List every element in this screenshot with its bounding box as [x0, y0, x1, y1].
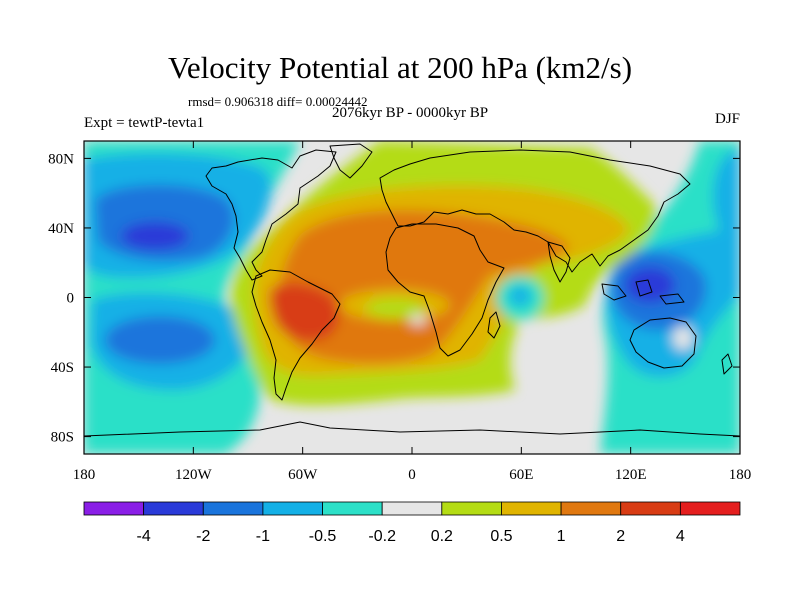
colorbar-label: -1 — [256, 528, 270, 545]
coast-north-america — [205, 149, 337, 281]
colorbar-label: 4 — [676, 528, 685, 545]
colorbar-swatch — [560, 501, 622, 516]
colorbar-swatch — [381, 501, 443, 516]
colorbar-label: -0.2 — [368, 528, 396, 545]
x-tick-label: 120E — [615, 467, 647, 483]
coast-new-zealand — [721, 353, 733, 375]
period-subtitle: 2076kyr BP - 0000kyr BP — [331, 105, 489, 121]
coast-south-america — [251, 269, 341, 401]
colorbar-swatch — [143, 501, 204, 516]
contour-south-pacific-neg1 — [105, 316, 215, 364]
x-tick-label: 0 — [408, 467, 416, 483]
coast-australia — [629, 317, 697, 369]
x-tick-label: 120W — [175, 467, 213, 483]
colorbar-swatch — [441, 501, 502, 516]
coast-india — [547, 241, 571, 283]
coast-eurasia — [379, 149, 691, 273]
y-tick-label: 80S — [51, 430, 74, 446]
coast-madagascar — [487, 311, 501, 339]
colorbar-swatch — [83, 501, 145, 516]
contour-field — [84, 141, 740, 454]
y-tick-label: 40N — [48, 221, 74, 237]
coast-maritime-islands — [601, 279, 685, 305]
x-tick-label: 60E — [509, 467, 533, 483]
coast-africa — [385, 223, 505, 357]
x-tick-label: 180 — [729, 467, 752, 483]
colorbar: -4 -2 -1 -0.5 -0.2 0.2 0.5 1 2 4 — [83, 501, 741, 545]
axis-ticks: 180 120W 60W 0 60E 120E 180 80N 40N 0 40S 80S — [48, 141, 751, 483]
colorbar-swatch — [501, 501, 562, 516]
colorbar-label: -0.5 — [309, 528, 337, 545]
y-tick-label: 40S — [51, 360, 74, 376]
experiment-label: Expt = tewtP-tevta1 — [84, 115, 205, 131]
colorbar-label: -2 — [196, 528, 210, 545]
contour-north-pacific-neg2 — [121, 222, 189, 250]
coastlines — [84, 143, 740, 437]
x-tick-label: 60W — [288, 467, 318, 483]
coast-greenland — [329, 143, 373, 179]
chart-title: Velocity Potential at 200 hPa (km2/s) — [167, 50, 633, 85]
contour-south-america-pos2 — [269, 283, 340, 341]
contour-australia-gap — [673, 326, 693, 350]
contour-atlantic-gap-pos02 — [365, 298, 425, 318]
coast-antarctica — [84, 421, 740, 437]
y-tick-label: 0 — [67, 291, 75, 307]
rmsd-stats: rmsd= 0.906318 diff= 0.00024442 — [188, 94, 368, 109]
colorbar-label: 0.2 — [431, 528, 453, 545]
colorbar-swatch — [202, 501, 264, 516]
colorbar-label: 2 — [616, 528, 625, 545]
x-tick-label: 180 — [73, 467, 96, 483]
colorbar-swatch — [679, 501, 741, 516]
season-label: DJF — [714, 111, 740, 127]
colorbar-label: -4 — [137, 528, 151, 545]
colorbar-swatch — [620, 501, 681, 516]
contour-pos1 — [278, 210, 570, 364]
colorbar-label: 1 — [557, 528, 566, 545]
contour-atlantic-white — [410, 315, 426, 325]
colorbar-swatch — [322, 501, 383, 516]
contour-indian-neg05 — [509, 286, 531, 306]
y-tick-label: 80N — [48, 151, 74, 167]
colorbar-label: 0.5 — [490, 528, 512, 545]
colorbar-swatch — [262, 501, 323, 516]
